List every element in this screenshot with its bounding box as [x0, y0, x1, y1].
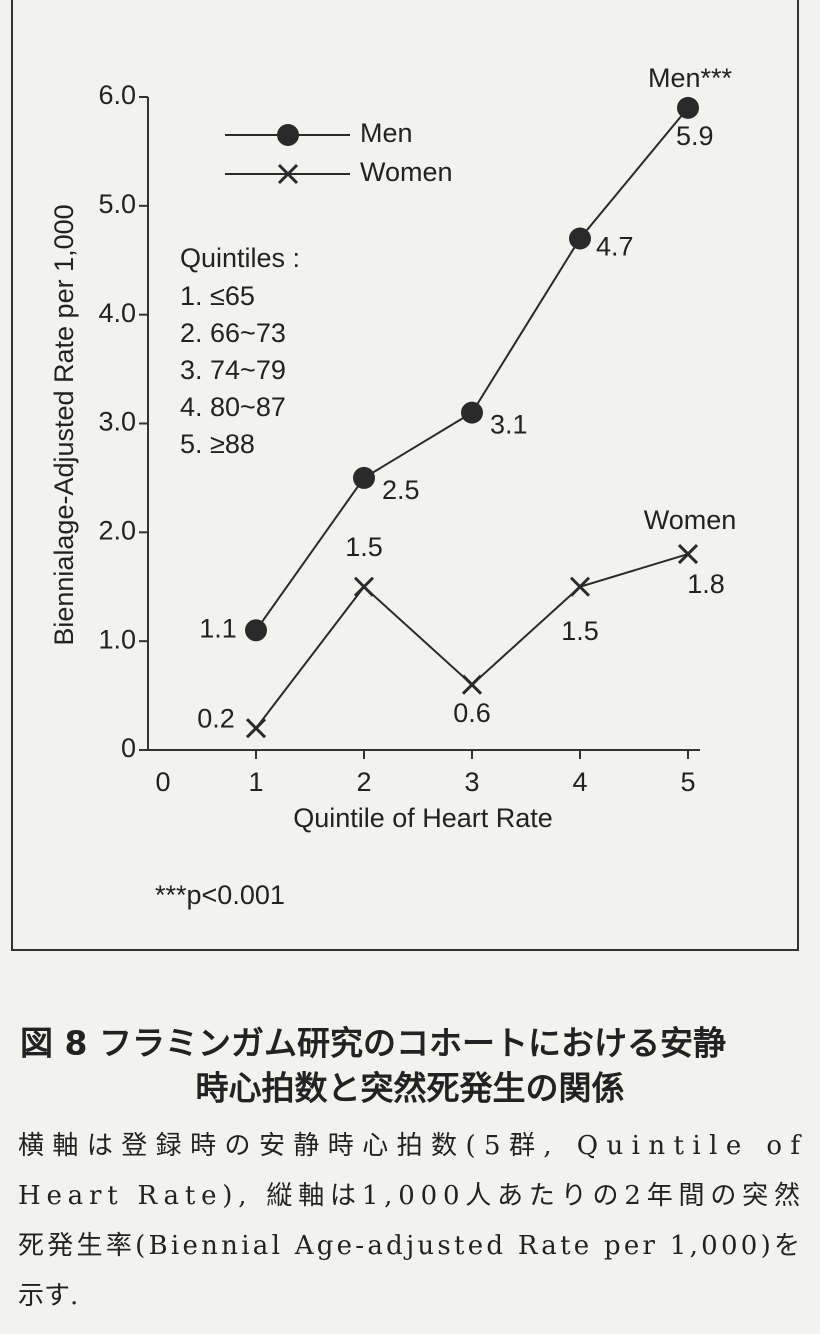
x-tick-label: 0 — [155, 767, 170, 797]
men-end-label: Men*** — [648, 63, 733, 93]
data-label: 3.1 — [490, 410, 528, 440]
x-axis-label: Quintile of Heart Rate — [293, 803, 553, 833]
data-label: 1.5 — [345, 532, 383, 562]
data-point — [569, 576, 591, 597]
x-tick-label: 3 — [464, 767, 479, 797]
legend-marker — [277, 124, 299, 146]
quintiles-title: Quintiles : — [180, 243, 300, 273]
data-label: 1.8 — [687, 569, 725, 599]
y-tick-label: 3.0 — [98, 407, 136, 437]
x-tick-label: 1 — [248, 767, 263, 797]
caption-body: 横軸は登録時の安静時心拍数(5群, Quintile of — [18, 1131, 802, 1161]
data-point — [461, 401, 483, 424]
quintile-item: 4. 80~87 — [180, 392, 286, 422]
y-tick-label: 1.0 — [98, 624, 136, 654]
legend-marker — [277, 163, 299, 185]
y-tick-label: 0 — [121, 733, 136, 763]
data-point — [353, 576, 375, 597]
data-label: 5.9 — [676, 121, 714, 151]
y-axis-label: Biennialage-Adjusted Rate per 1,000 — [49, 204, 79, 645]
quintile-item: 5. ≥88 — [180, 429, 255, 459]
caption-title: 時心拍数と突然死発生の関係 — [196, 1069, 625, 1108]
y-tick-label: 6.0 — [98, 80, 136, 110]
caption-title: 図 8 フラミンガム研究のコホートにおける安静 — [20, 1024, 726, 1063]
chart-frame — [11, 0, 799, 951]
data-point — [677, 96, 699, 119]
data-label: 2.5 — [382, 475, 420, 505]
legend-label: Women — [360, 157, 453, 187]
data-label: 1.5 — [561, 616, 599, 646]
data-point — [677, 544, 699, 565]
quintile-item: 2. 66~73 — [180, 318, 286, 348]
caption-body: 示す. — [18, 1281, 78, 1311]
y-tick-label: 5.0 — [98, 189, 136, 219]
x-tick-label: 5 — [680, 767, 695, 797]
legend-label: Men — [360, 118, 413, 148]
quintile-item: 3. 74~79 — [180, 355, 286, 385]
data-point — [461, 674, 483, 695]
data-point — [353, 466, 375, 489]
quintile-item: 1. ≤65 — [180, 281, 255, 311]
note: ***p<0.001 — [155, 880, 285, 910]
y-tick-label: 4.0 — [98, 298, 136, 328]
caption-body: Heart Rate), 縦軸は1,000人あたりの2年間の突然 — [18, 1181, 800, 1211]
data-point — [569, 227, 591, 250]
x-tick-label: 4 — [572, 767, 587, 797]
y-tick-label: 2.0 — [98, 515, 136, 545]
x-tick-label: 2 — [356, 767, 371, 797]
data-label: 0.6 — [453, 698, 491, 728]
data-point — [245, 718, 267, 739]
series-line — [255, 107, 689, 631]
data-label: 0.2 — [197, 703, 235, 733]
data-label: 1.1 — [199, 613, 237, 643]
caption-body: 死発生率(Biennial Age-adjusted Rate per 1,00… — [18, 1231, 800, 1261]
data-label: 4.7 — [596, 232, 634, 262]
women-end-label: Women — [644, 505, 737, 535]
data-point — [245, 619, 267, 642]
